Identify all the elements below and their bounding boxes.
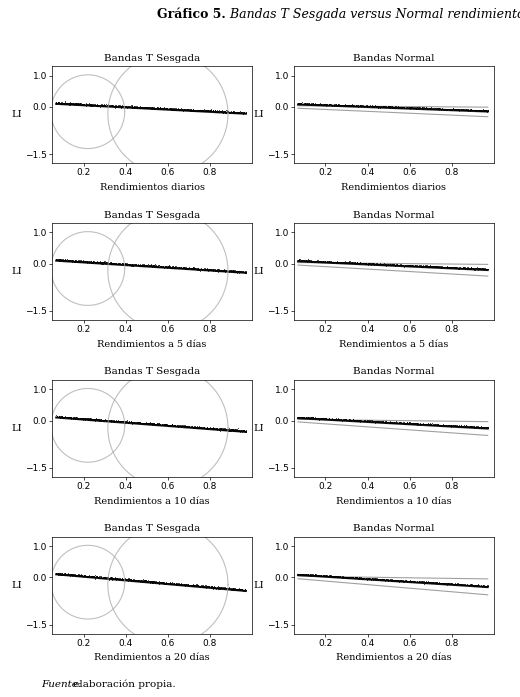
Text: Bandas Normal: Bandas Normal xyxy=(353,210,435,220)
Y-axis label: LI: LI xyxy=(11,267,22,276)
Text: Bandas T Sesgada: Bandas T Sesgada xyxy=(104,524,200,533)
Y-axis label: LI: LI xyxy=(11,110,22,119)
Text: Fuente:: Fuente: xyxy=(42,680,82,689)
Text: Bandas T Sesgada: Bandas T Sesgada xyxy=(104,54,200,63)
Text: Bandas Normal: Bandas Normal xyxy=(353,524,435,533)
Text: Bandas Normal: Bandas Normal xyxy=(353,367,435,376)
Text: Rendimientos a 5 días: Rendimientos a 5 días xyxy=(339,340,449,348)
Y-axis label: LI: LI xyxy=(253,110,264,119)
Y-axis label: LI: LI xyxy=(253,267,264,276)
Y-axis label: LI: LI xyxy=(11,581,22,590)
Text: Rendimientos a 10 días: Rendimientos a 10 días xyxy=(94,496,210,505)
Text: Bandas T Sesgada: Bandas T Sesgada xyxy=(104,367,200,376)
Text: Rendimientos diarios: Rendimientos diarios xyxy=(342,183,446,192)
Y-axis label: LI: LI xyxy=(11,424,22,433)
Text: Gráfico 5.: Gráfico 5. xyxy=(158,8,226,21)
Text: Rendimientos a 20 días: Rendimientos a 20 días xyxy=(336,654,452,662)
Text: Bandas Normal: Bandas Normal xyxy=(353,54,435,63)
Text: Rendimientos diarios: Rendimientos diarios xyxy=(100,183,204,192)
Text: Rendimientos a 10 días: Rendimientos a 10 días xyxy=(336,496,452,505)
Text: Rendimientos a 5 días: Rendimientos a 5 días xyxy=(97,340,207,348)
Text: Rendimientos a 20 días: Rendimientos a 20 días xyxy=(94,654,210,662)
Text: Bandas T Sesgada versus Normal rendimientos 1,5, 10 y 20 días: Bandas T Sesgada versus Normal rendimien… xyxy=(226,8,520,21)
Text: Bandas T Sesgada: Bandas T Sesgada xyxy=(104,210,200,220)
Text: elaboración propia.: elaboración propia. xyxy=(70,679,176,689)
Y-axis label: LI: LI xyxy=(253,581,264,590)
Y-axis label: LI: LI xyxy=(253,424,264,433)
